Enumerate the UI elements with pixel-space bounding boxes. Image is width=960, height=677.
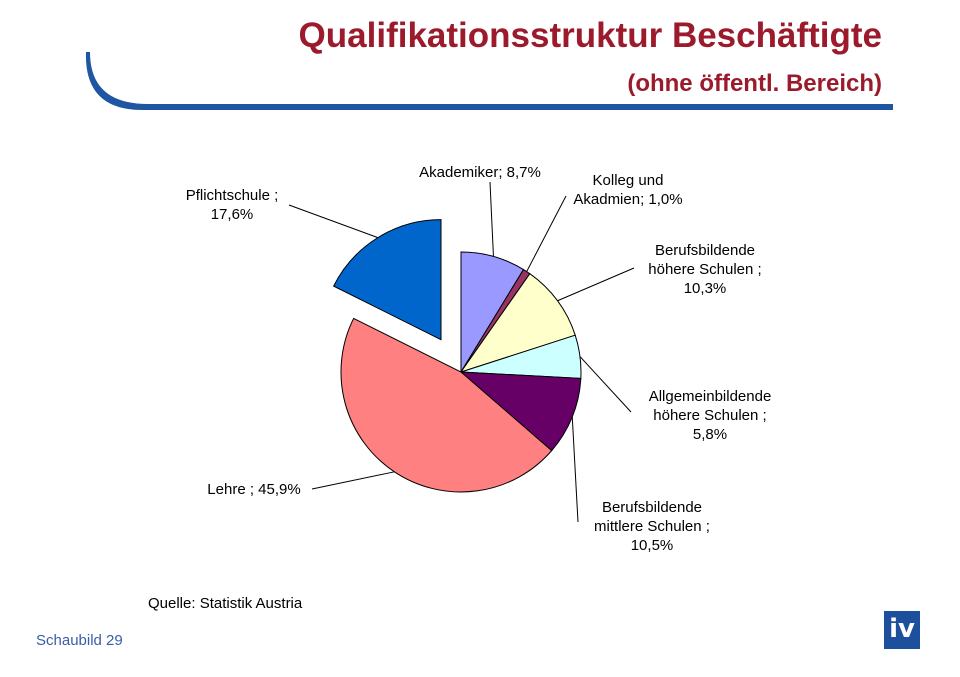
pie-slice bbox=[332, 219, 442, 341]
pie-slice bbox=[459, 272, 576, 373]
leader-line bbox=[526, 195, 567, 272]
page-title: Qualifikationsstruktur Beschäftigte bbox=[298, 16, 882, 55]
pie-slice bbox=[459, 371, 582, 452]
leader-line bbox=[571, 416, 579, 523]
slice-label: Allgemeinbildende höhere Schulen ; 5,8% bbox=[649, 388, 772, 443]
leader-line bbox=[489, 181, 494, 257]
leader-line bbox=[579, 356, 632, 413]
slice-label: Pflichtschule ; 17,6% bbox=[186, 187, 279, 223]
pie-slice bbox=[340, 317, 553, 493]
leader-line bbox=[311, 471, 395, 490]
leader-line bbox=[557, 267, 635, 302]
slice-label: Lehre ; 45,9% bbox=[207, 481, 300, 498]
slice-label: Berufsbildende höhere Schulen ; 10,3% bbox=[648, 242, 761, 297]
iv-logo: iv bbox=[884, 611, 920, 649]
slice-label: Akademiker; 8,7% bbox=[419, 164, 541, 181]
slice-label: Berufsbildende mittlere Schulen ; 10,5% bbox=[594, 499, 710, 554]
page-subtitle: (ohne öffentl. Bereich) bbox=[627, 70, 882, 97]
slide-number: Schaubild 29 bbox=[36, 632, 123, 649]
slice-label: Kolleg und Akadmien; 1,0% bbox=[573, 172, 682, 208]
source-note: Quelle: Statistik Austria bbox=[148, 595, 303, 612]
header-swoosh bbox=[85, 52, 893, 110]
leader-line bbox=[288, 204, 379, 239]
